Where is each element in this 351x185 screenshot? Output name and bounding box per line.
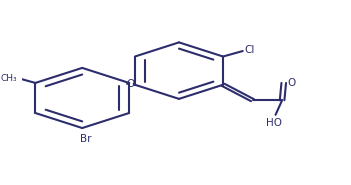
Text: Cl: Cl (244, 45, 255, 55)
Text: Br: Br (80, 134, 91, 144)
Text: CH₃: CH₃ (1, 74, 17, 83)
Text: O: O (126, 79, 134, 89)
Text: HO: HO (266, 117, 282, 127)
Text: O: O (288, 78, 296, 88)
